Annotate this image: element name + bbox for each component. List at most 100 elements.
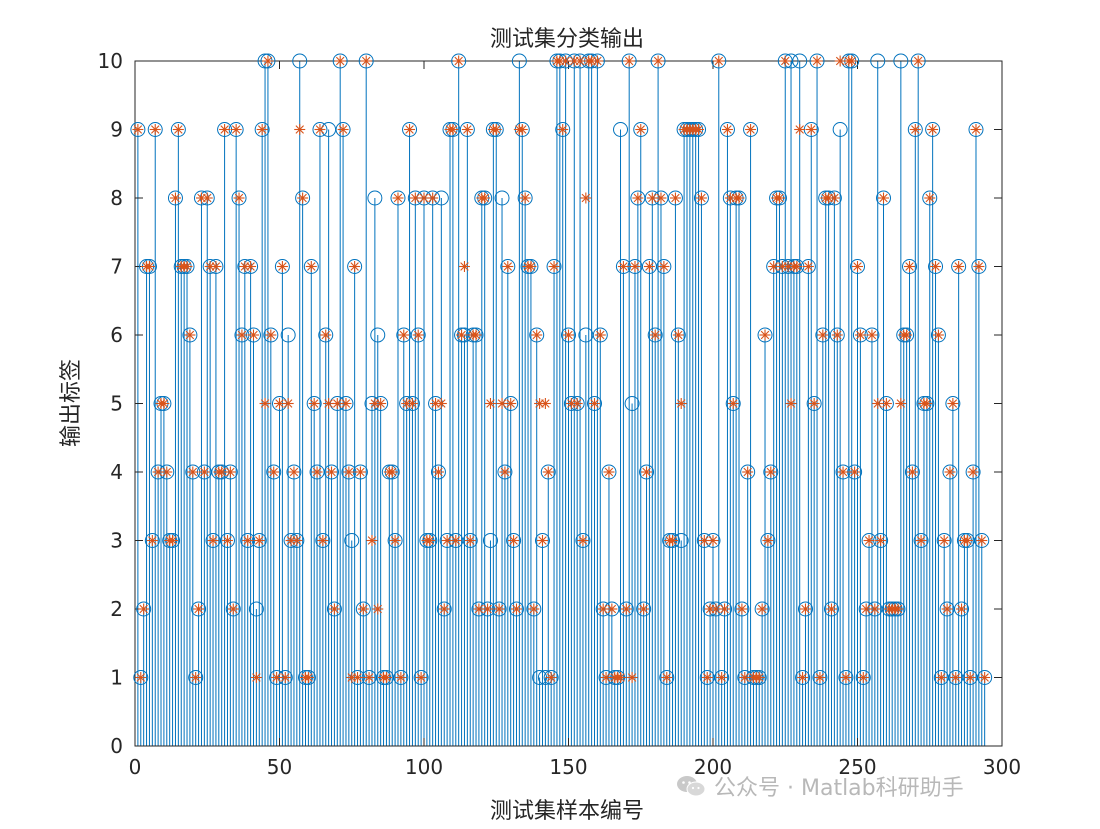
asterisk-marker: [854, 329, 866, 341]
asterisk-marker: [626, 672, 638, 683]
asterisk-marker: [617, 261, 629, 272]
asterisk-marker: [930, 261, 942, 272]
circle-marker: [711, 53, 727, 69]
x-tick-label: 300: [983, 755, 1021, 779]
y-tick-label: 10: [98, 49, 123, 73]
asterisk-marker: [672, 329, 684, 341]
asterisk-marker: [563, 329, 574, 341]
asterisk-marker: [967, 466, 979, 478]
asterisk-marker: [297, 192, 309, 204]
circle-marker: [529, 327, 545, 343]
circle-marker: [904, 464, 920, 480]
circle-marker: [436, 601, 452, 617]
asterisk-marker: [817, 329, 829, 341]
asterisk-marker: [525, 261, 537, 272]
asterisk-marker: [221, 535, 233, 546]
asterisk-marker: [326, 466, 338, 478]
asterisk-marker: [837, 466, 849, 478]
circle-marker: [402, 122, 418, 137]
asterisk-marker: [499, 466, 511, 478]
y-tick-label: 6: [110, 323, 123, 347]
asterisk-marker: [941, 603, 953, 615]
circle-marker: [497, 464, 513, 480]
circle-marker: [324, 464, 340, 480]
y-tick-label: 3: [110, 529, 123, 553]
asterisk-marker: [424, 535, 436, 546]
asterisk-marker: [528, 603, 540, 615]
circle-marker: [318, 327, 334, 343]
asterisk-marker: [667, 535, 679, 546]
asterisk-marker: [739, 672, 751, 683]
asterisk-marker: [904, 261, 916, 272]
asterisk-marker: [589, 398, 601, 409]
circle-marker: [734, 601, 750, 617]
asterisk-marker: [395, 672, 407, 683]
asterisk-marker: [866, 329, 878, 341]
asterisk-marker: [282, 398, 294, 409]
series-circle-markers: [130, 53, 993, 685]
asterisk-marker: [620, 603, 632, 615]
circle-marker: [951, 259, 967, 274]
stem-lines: [137, 61, 986, 746]
circle-marker: [526, 601, 542, 617]
asterisk-marker: [314, 124, 326, 135]
asterisk-marker: [354, 466, 366, 478]
asterisk-marker: [233, 192, 245, 204]
circle-marker: [462, 533, 478, 548]
circle-marker: [601, 464, 617, 480]
circle-marker: [517, 190, 533, 206]
circle-marker: [618, 601, 634, 617]
circle-marker: [838, 670, 854, 685]
circle-marker: [806, 396, 822, 411]
asterisk-marker: [334, 55, 346, 67]
asterisk-marker: [935, 672, 947, 683]
asterisk-marker: [707, 535, 719, 546]
asterisk-marker: [311, 466, 323, 478]
circle-marker: [647, 327, 663, 343]
circle-marker: [534, 533, 550, 548]
asterisk-marker: [169, 192, 181, 204]
asterisk-marker: [869, 603, 881, 615]
asterisk-marker: [184, 329, 196, 341]
asterisk-marker: [207, 535, 219, 546]
circle-marker: [907, 122, 923, 137]
asterisk-marker: [250, 672, 262, 683]
circle-marker: [893, 53, 909, 69]
x-tick-label: 50: [267, 755, 292, 779]
asterisk-marker: [484, 398, 496, 409]
circle-marker: [147, 122, 163, 137]
asterisk-marker: [765, 466, 777, 478]
asterisk-marker: [167, 535, 179, 546]
asterisk-marker: [932, 329, 944, 341]
asterisk-marker: [441, 535, 453, 546]
asterisk-marker: [825, 603, 837, 615]
circle-marker: [945, 396, 961, 411]
asterisk-marker: [779, 55, 791, 67]
circle-marker: [130, 122, 146, 137]
y-axis-label: 输出标签: [59, 359, 84, 447]
asterisk-marker: [135, 672, 147, 683]
circle-marker: [494, 190, 510, 206]
asterisk-marker: [964, 672, 976, 683]
asterisk-marker: [158, 398, 170, 409]
circle-marker: [870, 53, 886, 69]
circle-marker: [928, 259, 944, 274]
asterisk-marker: [294, 124, 306, 135]
asterisk-marker: [880, 398, 892, 409]
asterisk-marker: [938, 535, 950, 546]
asterisk-marker: [288, 466, 300, 478]
asterisk-marker: [531, 329, 543, 341]
circle-marker: [809, 53, 825, 69]
asterisk-marker: [389, 535, 401, 546]
circle-marker: [743, 122, 759, 137]
asterisk-marker: [695, 192, 707, 204]
circle-marker: [263, 327, 279, 343]
circle-marker: [930, 327, 946, 343]
asterisk-marker: [279, 672, 291, 683]
circle-marker: [922, 190, 938, 206]
asterisk-marker: [536, 535, 548, 546]
circle-marker: [754, 601, 770, 617]
circle-marker: [855, 670, 871, 685]
circle-marker: [482, 533, 498, 548]
asterisk-marker: [490, 124, 502, 135]
